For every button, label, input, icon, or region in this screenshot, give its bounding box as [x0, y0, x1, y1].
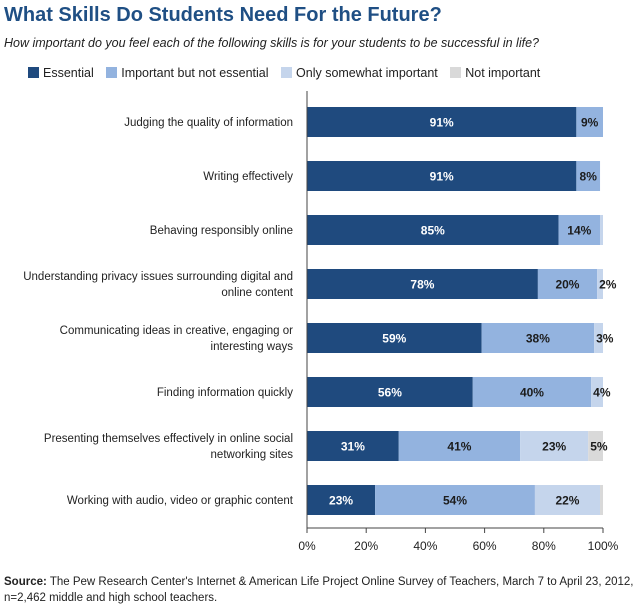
legend-swatch-important: [106, 67, 118, 78]
data-label: 91%: [430, 170, 454, 184]
category-label-line: networking sites: [211, 449, 294, 461]
data-label: 31%: [341, 440, 365, 454]
bar-segment: [307, 269, 538, 299]
category-label: Behaving responsibly online: [150, 225, 293, 237]
category-label: Presenting themselves effectively in onl…: [44, 433, 293, 461]
legend-item-important: Important but not essential: [106, 66, 269, 80]
legend: Essential Important but not essential On…: [28, 66, 549, 80]
data-label: 4%: [593, 386, 611, 400]
data-label: 56%: [378, 386, 402, 400]
data-label: 14%: [567, 224, 591, 238]
source-label: Source:: [4, 576, 47, 588]
data-label: 22%: [555, 494, 579, 508]
legend-item-not-important: Not important: [450, 66, 540, 80]
data-label: 23%: [329, 494, 353, 508]
data-label: 8%: [580, 170, 598, 184]
data-label: 3%: [596, 332, 614, 346]
category-label: Communicating ideas in creative, engagin…: [60, 325, 294, 353]
legend-swatch-not-important: [450, 67, 462, 78]
bar-segment: [597, 269, 603, 299]
data-label: 59%: [382, 332, 406, 346]
category-label-line: Judging the quality of information: [124, 117, 293, 129]
category-label-line: Behaving responsibly online: [150, 225, 293, 237]
bar-segment: [472, 377, 592, 407]
legend-label-essential: Essential: [43, 66, 94, 80]
legend-item-somewhat: Only somewhat important: [281, 66, 438, 80]
data-label: 41%: [447, 440, 471, 454]
bar-segment: [307, 377, 473, 407]
category-label-line: Presenting themselves effectively in onl…: [44, 433, 293, 445]
bar-segment: [481, 323, 595, 353]
category-label-line: Understanding privacy issues surrounding…: [23, 271, 293, 283]
x-tick-label: 60%: [473, 539, 497, 553]
bar-segment: [307, 431, 399, 461]
category-label-line: interesting ways: [211, 341, 294, 353]
data-label: 85%: [421, 224, 445, 238]
bar-segment: [307, 215, 559, 245]
data-label: 54%: [443, 494, 467, 508]
x-tick-label: 20%: [354, 539, 378, 553]
category-label: Judging the quality of information: [124, 117, 293, 129]
data-label: 40%: [520, 386, 544, 400]
bar-segment: [375, 485, 535, 515]
category-label: Writing effectively: [203, 171, 293, 183]
source-note: Source: The Pew Research Center's Intern…: [4, 574, 636, 606]
x-tick-label: 0%: [298, 539, 316, 553]
bar-segment: [558, 215, 601, 245]
data-label: 38%: [526, 332, 550, 346]
category-label: Working with audio, video or graphic con…: [67, 495, 294, 507]
x-tick-label: 80%: [532, 539, 556, 553]
legend-label-not-important: Not important: [465, 66, 541, 80]
category-label: Finding information quickly: [157, 387, 293, 399]
category-label-line: Finding information quickly: [157, 387, 293, 399]
bar-segment: [307, 107, 577, 137]
bar-segment: [307, 485, 376, 515]
stacked-bar-chart: Judging the quality of information 91% 9% W…: [23, 91, 619, 553]
legend-swatch-essential: [28, 67, 39, 78]
legend-label-important: Important but not essential: [121, 66, 269, 80]
bar-segment: [576, 107, 603, 137]
category-label-line: Working with audio, video or graphic con…: [67, 495, 294, 507]
category-label: Understanding privacy issues surrounding…: [23, 271, 294, 299]
bar-segment: [537, 269, 598, 299]
data-label: 9%: [581, 116, 599, 130]
bar-segment: [398, 431, 521, 461]
legend-label-somewhat: Only somewhat important: [296, 66, 438, 80]
category-label-line: online content: [221, 287, 293, 299]
bar-segment: [520, 431, 589, 461]
source-text: The Pew Research Center's Internet & Ame…: [4, 576, 634, 604]
data-label: 78%: [410, 278, 434, 292]
data-label: 91%: [430, 116, 454, 130]
category-label-line: Communicating ideas in creative, engagin…: [60, 325, 293, 337]
legend-swatch-somewhat: [281, 67, 293, 78]
bar-segment: [576, 161, 601, 191]
data-label: 23%: [542, 440, 566, 454]
bar-segment: [307, 161, 577, 191]
chart-subtitle: How important do you feel each of the fo…: [4, 36, 539, 50]
bar-segment: [591, 377, 603, 407]
bar-segment: [534, 485, 601, 515]
data-label: 20%: [555, 278, 579, 292]
x-tick-label: 100%: [588, 539, 619, 553]
data-label: 5%: [590, 440, 608, 454]
data-label: 2%: [599, 278, 617, 292]
bar-segment: [600, 485, 603, 515]
bar-segment: [600, 215, 603, 245]
legend-item-essential: Essential: [28, 66, 94, 80]
bar-segment: [594, 323, 603, 353]
bar-segment: [307, 323, 482, 353]
chart-title: What Skills Do Students Need For the Fut…: [4, 4, 442, 26]
category-label-line: Writing effectively: [203, 171, 293, 183]
x-tick-label: 40%: [413, 539, 437, 553]
bar-segment: [588, 431, 603, 461]
